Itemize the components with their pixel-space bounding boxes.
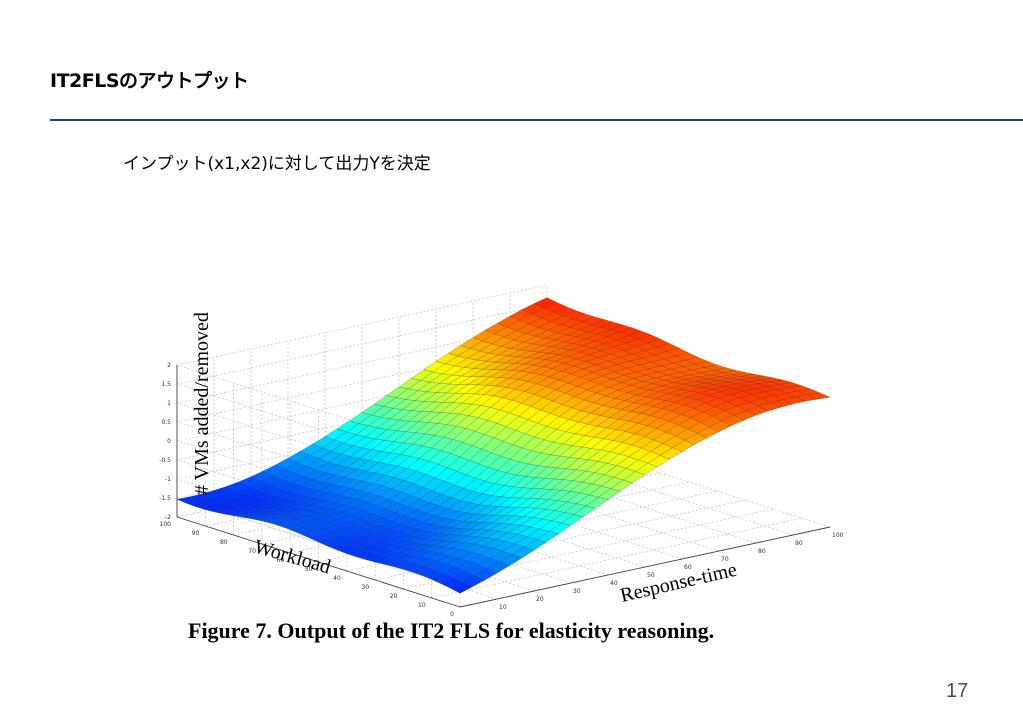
workload-tick-label: 70 [248, 548, 256, 555]
workload-tick-label: 0 [450, 611, 454, 618]
side-wall-grid-line [176, 497, 461, 589]
response-time-axis-line [459, 526, 831, 608]
z-tick-label: 2 [167, 362, 171, 369]
z-axis-title: # VMs added/removed [191, 312, 213, 495]
workload-tick-label: 80 [220, 539, 228, 546]
surface-patch [807, 392, 831, 400]
z-tick-label: 0 [167, 438, 171, 445]
workload-tick-label: 100 [160, 521, 172, 528]
z-tick-label: -1.5 [159, 495, 171, 502]
workload-tick-label: 10 [418, 602, 426, 609]
back-wall-grid-line [176, 341, 548, 423]
z-tick-label: 1.5 [161, 381, 171, 388]
figure-caption: Figure 7. Output of the IT2 FLS for elas… [188, 618, 715, 643]
back-wall-grid-line [176, 360, 548, 442]
floor-grid-line [509, 444, 794, 536]
z-tick-label: -1 [165, 476, 171, 483]
response-time-tick-label: 90 [795, 540, 803, 547]
workload-tick-label: 60 [277, 557, 285, 564]
workload-tick-label: 40 [333, 575, 341, 582]
floor-grid-line [546, 436, 831, 528]
surface-plot: 2 1.5 1 0.5 0 -0.5 -1 -1.5 -2 10 20 30 40 50 60 70 80 90 1… [159, 284, 844, 618]
workload-tick-label: 30 [361, 584, 369, 591]
floor-grid-line [472, 452, 757, 544]
back-wall-grid-line [176, 284, 548, 366]
workload-axis-line [176, 516, 461, 608]
response-time-tick-label: 60 [684, 564, 692, 571]
response-time-tick-label: 30 [573, 588, 581, 595]
response-time-tick-label: 80 [758, 548, 766, 555]
workload-tick-label: 20 [390, 593, 398, 600]
response-time-tick-label: 100 [832, 532, 844, 539]
z-tick-label: 1 [167, 400, 171, 407]
response-time-tick-label: 40 [610, 580, 618, 587]
page-number: 17 [946, 680, 969, 702]
slide-title: IT2FLSのアウトプット [50, 70, 249, 92]
z-tick-label: -2 [165, 514, 171, 521]
workload-tick-label: 50 [305, 566, 313, 573]
back-wall-grid-line [176, 303, 548, 385]
response-time-axis-title: Response-time [618, 559, 739, 607]
response-time-tick-label: 20 [536, 596, 544, 603]
back-wall-grid-line [176, 322, 548, 404]
title-divider [50, 119, 1023, 121]
response-time-tick-label: 10 [499, 604, 507, 611]
slide-bullet-text: インプット(x1,x2)に対して出力Yを決定 [123, 154, 431, 174]
workload-tick-label: 90 [192, 530, 200, 537]
z-tick-label: 0.5 [161, 419, 171, 426]
surface-mesh [176, 297, 831, 594]
floor-grid-line [403, 508, 774, 590]
z-tick-label: -0.5 [159, 457, 171, 464]
response-time-tick-label: 70 [721, 556, 729, 563]
response-time-tick-label: 50 [647, 572, 655, 579]
